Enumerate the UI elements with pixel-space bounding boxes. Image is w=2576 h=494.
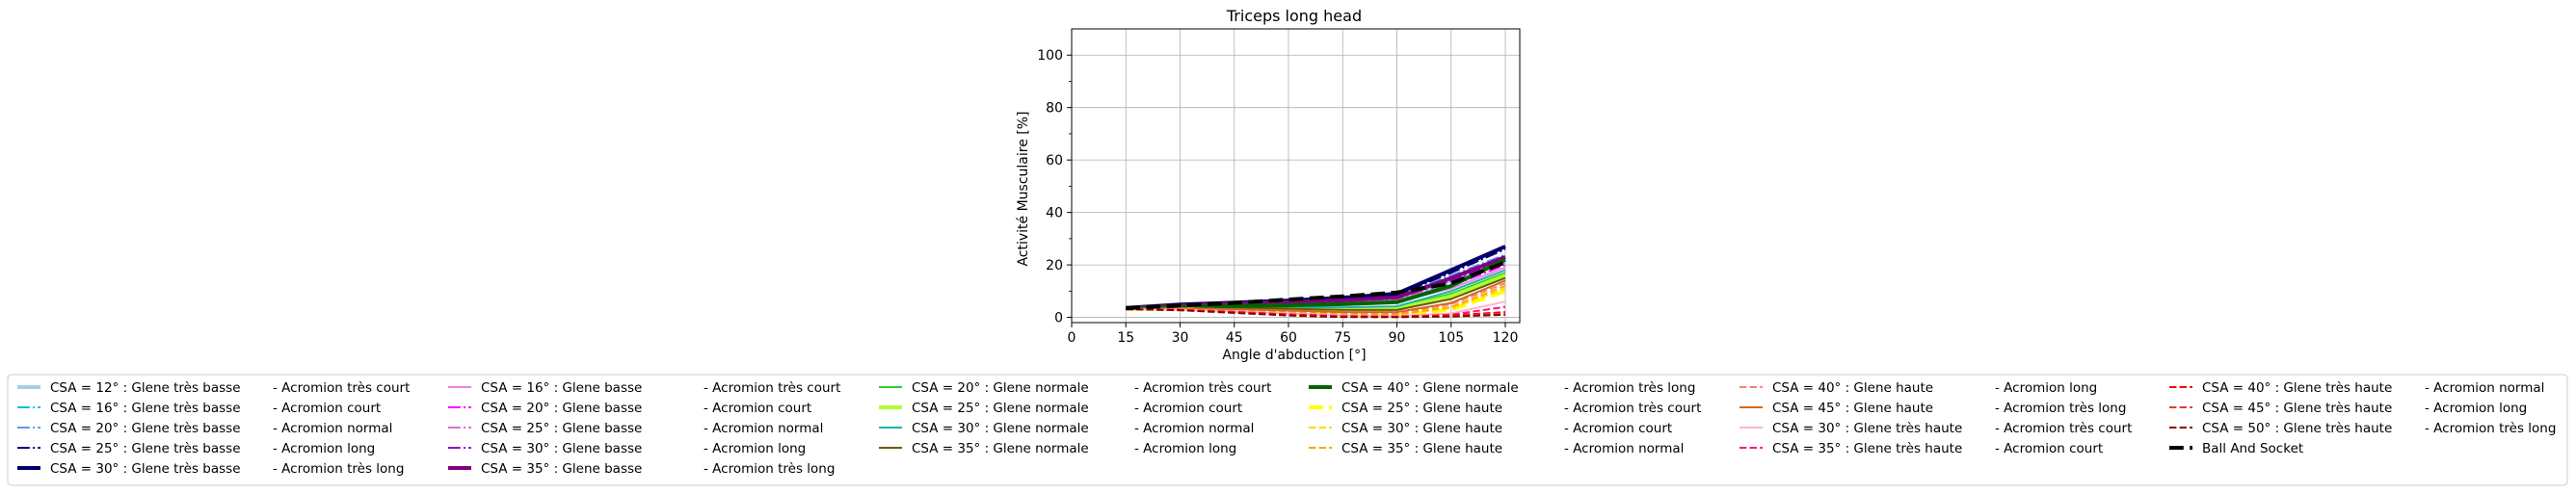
grid-layer: [1071, 29, 1520, 323]
legend-suffix-17: - Acromion normal: [1564, 441, 1684, 456]
legend-suffix-13: - Acromion long: [1134, 441, 1236, 456]
x-tick-label: 45: [1226, 330, 1243, 346]
x-tick-label: 15: [1117, 330, 1134, 346]
legend-suffix-1: - Acromion court: [273, 401, 381, 416]
chart-title: Triceps long head: [1226, 7, 1362, 25]
legend-suffix-2: - Acromion normal: [273, 421, 392, 436]
legend-suffix-14: - Acromion très long: [1564, 380, 1695, 396]
x-tick-label: 105: [1438, 330, 1464, 346]
legend-label-25: Ball And Socket: [2202, 441, 2303, 456]
legend-label-14: CSA = 40° : Glene normale: [1341, 380, 1519, 396]
y-tick-label: 40: [1046, 206, 1063, 221]
legend-label-19: CSA = 45° : Glene haute: [1772, 401, 1933, 416]
legend-suffix-9: - Acromion très long: [704, 461, 835, 477]
series-line-24: [1126, 308, 1506, 319]
legend-label-18: CSA = 40° : Glene haute: [1772, 380, 1933, 396]
y-tick-label: 60: [1046, 153, 1063, 169]
legend-label-5: CSA = 16° : Glene basse: [481, 380, 642, 396]
legend-suffix-23: - Acromion long: [2425, 401, 2527, 416]
legend-label-16: CSA = 30° : Glene haute: [1341, 421, 1502, 436]
x-tick-label: 30: [1172, 330, 1189, 346]
legend-label-21: CSA = 35° : Glene très haute: [1772, 441, 1962, 456]
plot-frame: [1071, 28, 1521, 324]
legend-label-2: CSA = 20° : Glene très basse: [50, 421, 241, 436]
x-axis-label: Angle d'abduction [°]: [1222, 348, 1366, 363]
series-layer: [1126, 245, 1506, 319]
x-tick-label: 90: [1389, 330, 1406, 346]
legend-suffix-21: - Acromion court: [1995, 441, 2103, 456]
legend-label-6: CSA = 20° : Glene basse: [481, 401, 642, 416]
legend: CSA = 12° : Glene très basse - Acromion t…: [7, 374, 2568, 486]
y-tick-label: 80: [1046, 101, 1063, 117]
legend-label-10: CSA = 20° : Glene normale: [912, 380, 1089, 396]
legend-suffix-18: - Acromion long: [1995, 380, 2097, 396]
legend-suffix-3: - Acromion long: [273, 441, 375, 456]
y-axis-label: Activité Musculaire [%]: [1016, 111, 1031, 266]
legend-label-22: CSA = 40° : Glene très haute: [2202, 380, 2392, 396]
legend-label-12: CSA = 30° : Glene normale: [912, 421, 1089, 436]
legend-suffix-20: - Acromion très court: [1995, 421, 2132, 436]
tick-layer: 0 15 30 45 60 75 90 105 120 0 20 40 60 80 100: [1037, 48, 1518, 346]
y-tick-label: 20: [1046, 258, 1063, 273]
legend-suffix-4: - Acromion très long: [273, 461, 404, 477]
legend-suffix-8: - Acromion long: [704, 441, 806, 456]
legend-label-15: CSA = 25° : Glene haute: [1341, 401, 1502, 416]
legend-suffix-5: - Acromion très court: [704, 380, 840, 396]
legend-label-3: CSA = 25° : Glene très basse: [50, 441, 241, 456]
legend-label-17: CSA = 35° : Glene haute: [1341, 441, 1502, 456]
legend-suffix-22: - Acromion normal: [2425, 380, 2544, 396]
x-tick-label: 120: [1493, 330, 1519, 346]
legend-label-23: CSA = 45° : Glene très haute: [2202, 401, 2392, 416]
legend-suffix-11: - Acromion court: [1134, 401, 1242, 416]
legend-suffix-6: - Acromion court: [704, 401, 811, 416]
legend-label-20: CSA = 30° : Glene très haute: [1772, 421, 1962, 436]
y-tick-label: 100: [1037, 48, 1063, 64]
legend-label-0: CSA = 12° : Glene très basse: [50, 380, 241, 396]
series-line-25: [1126, 260, 1506, 310]
legend-suffix-15: - Acromion très court: [1564, 401, 1701, 416]
legend-label-24: CSA = 50° : Glene très haute: [2202, 421, 2392, 436]
legend-label-9: CSA = 35° : Glene basse: [481, 461, 642, 477]
legend-label-8: CSA = 30° : Glene basse: [481, 441, 642, 456]
legend-label-1: CSA = 16° : Glene très basse: [50, 401, 241, 416]
x-tick-label: 75: [1334, 330, 1351, 346]
legend-label-4: CSA = 30° : Glene très basse: [50, 461, 241, 477]
y-tick-label: 0: [1054, 311, 1063, 326]
legend-label-13: CSA = 35° : Glene normale: [912, 441, 1089, 456]
legend-suffix-7: - Acromion normal: [704, 421, 823, 436]
legend-frame: [7, 374, 2568, 486]
legend-label-7: CSA = 25° : Glene basse: [481, 421, 642, 436]
legend-suffix-19: - Acromion très long: [1995, 401, 2126, 416]
legend-suffix-10: - Acromion très court: [1134, 380, 1271, 396]
legend-suffix-16: - Acromion court: [1564, 421, 1672, 436]
legend-suffix-0: - Acromion très court: [273, 380, 410, 396]
x-tick-label: 60: [1280, 330, 1297, 346]
legend-suffix-24: - Acromion très long: [2425, 421, 2556, 436]
legend-label-11: CSA = 25° : Glene normale: [912, 401, 1089, 416]
x-tick-label: 0: [1068, 330, 1076, 346]
legend-suffix-12: - Acromion normal: [1134, 421, 1254, 436]
series-line-19: [1126, 279, 1506, 314]
